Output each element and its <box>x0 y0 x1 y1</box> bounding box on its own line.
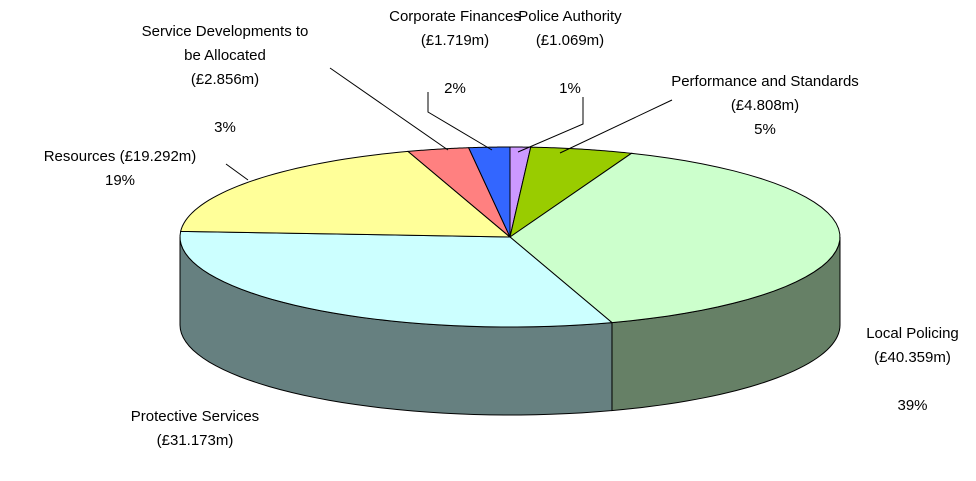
amount-label: (£1.069m) <box>535 32 605 49</box>
category-name: Corporate Finances <box>389 8 521 25</box>
pie-slice <box>509 152 841 324</box>
slice-label: Resources (£19.292m) 19% <box>5 145 235 193</box>
pie-slice <box>179 230 614 328</box>
slice-label: Performance and Standards (£4.808m) 5% <box>670 70 860 142</box>
leader-line <box>517 97 584 153</box>
value-label: 2% <box>444 80 466 97</box>
slice-label: Corporate Finances (£1.719m) 2% <box>375 5 535 101</box>
value-label: 39% <box>897 397 928 414</box>
amount-label: (£2.856m) <box>190 71 260 88</box>
pie-slice <box>509 146 633 239</box>
leader-line <box>427 92 493 151</box>
value-label: 1% <box>559 80 581 97</box>
category-name: Protective Services <box>130 408 260 425</box>
category-name: Police Authority <box>518 8 622 25</box>
value-label: 5% <box>754 121 776 138</box>
pie-slice <box>467 146 511 238</box>
leader-line <box>225 163 249 181</box>
category-name: Performance and Standards <box>671 73 859 90</box>
pie-slice <box>406 147 511 238</box>
value-label: 3% <box>214 119 236 136</box>
value-label: 19% <box>104 172 136 189</box>
category-name: Local Policing <box>866 325 959 342</box>
amount-label: (£19.292m) <box>119 148 197 165</box>
slice-label: Local Policing (£40.359m) 39% <box>845 322 976 418</box>
slice-label: Police Authority (£1.069m) 1% <box>500 5 640 101</box>
amount-label: (£40.359m) <box>874 349 951 366</box>
amount-label: (£31.173m) <box>156 432 234 449</box>
amount-label: (£4.808m) <box>730 97 800 114</box>
leader-line <box>329 67 449 151</box>
category-name: Service Developments to be Allocated <box>141 23 309 64</box>
amount-label: (£1.719m) <box>420 32 490 49</box>
leader-line <box>559 99 673 154</box>
slice-label: Protective Services (£31.173m)31% <box>110 405 280 481</box>
slice-label: Service Developments to be Allocated (£2… <box>135 20 315 140</box>
category-name: Resources <box>43 148 116 165</box>
pie-slice <box>179 150 512 238</box>
